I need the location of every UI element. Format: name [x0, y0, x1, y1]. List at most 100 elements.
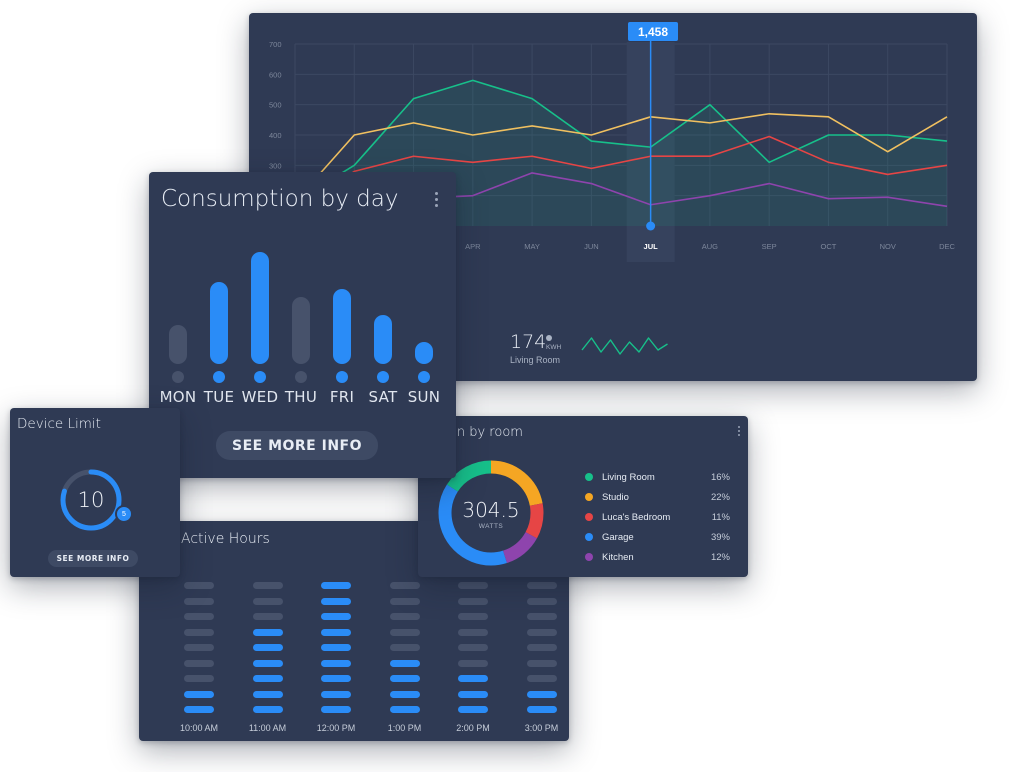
- activity-pill: [321, 675, 351, 682]
- activity-pill: [184, 659, 214, 667]
- hour-label: 10:00 AM: [179, 723, 219, 733]
- device-see-more-button[interactable]: SEE MORE INFO: [48, 550, 138, 567]
- legend-percent: 11%: [711, 511, 730, 523]
- card-title: Consumption by day: [161, 186, 399, 212]
- legend-item[interactable]: Living Room 16%: [585, 469, 730, 485]
- activity-pill: [389, 706, 420, 713]
- activity-pill: [321, 597, 351, 605]
- activity-pill: [184, 582, 214, 589]
- activity-pill: [458, 628, 488, 636]
- legend-color-dot: [585, 473, 593, 481]
- x-tick-label: OCT: [821, 242, 837, 251]
- unit-dot-icon: [546, 335, 552, 341]
- activity-pill: [252, 644, 283, 651]
- activity-pill: [184, 706, 214, 713]
- cursor-value: 1,458: [637, 24, 669, 39]
- y-tick-label: 300: [269, 161, 282, 170]
- legend-percent: 39%: [710, 531, 730, 543]
- line-chart-svg: 700600500400300JANFEBMARAPRMAYJUNJULAUGS…: [269, 40, 955, 262]
- donut-unit: WATTS: [478, 523, 504, 530]
- activity-pill: [184, 675, 214, 682]
- activity-pill: [252, 659, 283, 667]
- y-tick-label: 400: [269, 131, 282, 140]
- activity-pill: [321, 613, 351, 620]
- donut-total: 304.5: [462, 498, 520, 522]
- activity-pill: [252, 706, 283, 713]
- x-tick-label: DEC: [939, 242, 955, 251]
- x-tick-label: NOV: [880, 242, 896, 251]
- day-dot: [418, 371, 430, 383]
- activity-pill: [526, 613, 557, 620]
- device-limit-value: 10: [77, 488, 105, 512]
- activity-pill: [321, 706, 351, 713]
- legend-name: Living Room: [602, 471, 655, 483]
- legend-item[interactable]: Studio 22%: [585, 489, 730, 505]
- chart-cursor-badge[interactable]: 1,458: [628, 22, 678, 41]
- donut-segment: [438, 460, 544, 566]
- activity-pill: [184, 690, 214, 698]
- device-limit-gauge: [60, 469, 122, 531]
- activity-pill: [389, 659, 420, 667]
- device-limit-card: Device Limit 10 5 SEE MORE INFO: [10, 408, 180, 577]
- activity-pill: [184, 613, 214, 620]
- activity-pill: [321, 628, 351, 636]
- legend-item[interactable]: Garage 39%: [585, 529, 730, 545]
- series-line-red: [294, 135, 948, 212]
- hour-label: 1:00 PM: [387, 723, 422, 733]
- activity-pill: [184, 597, 214, 605]
- legend-name: Kitchen: [602, 551, 634, 563]
- day-bar: [210, 282, 228, 364]
- activity-pill: [321, 659, 351, 667]
- day-label: WED: [241, 388, 279, 406]
- green-area: [295, 80, 947, 227]
- donut-segment: [438, 460, 544, 566]
- activity-pill: [389, 628, 420, 636]
- activity-pill: [458, 675, 488, 682]
- activity-pill: [526, 644, 557, 651]
- day-label: SUN: [407, 388, 441, 406]
- hour-label: 11:00 AM: [248, 723, 287, 733]
- see-more-info-button[interactable]: SEE MORE INFO: [216, 431, 378, 460]
- button-label: SEE MORE INFO: [56, 554, 130, 563]
- hour-label: 12:00 PM: [316, 723, 356, 733]
- series-line-yellow: [294, 112, 948, 203]
- legend-name: Garage: [602, 531, 634, 543]
- activity-pill: [184, 644, 214, 651]
- legend-item[interactable]: Kitchen 12%: [585, 549, 730, 565]
- activity-pill: [321, 644, 351, 651]
- sparkline-line: [581, 337, 668, 355]
- day-bar: [333, 289, 351, 364]
- more-options-icon[interactable]: [736, 426, 742, 436]
- x-tick-label: JUL: [644, 242, 659, 251]
- legend-item[interactable]: Luca's Bedroom 11%: [585, 509, 730, 525]
- button-label: SEE MORE INFO: [231, 437, 363, 454]
- device-badge: 5: [115, 505, 133, 523]
- hour-label: 3:00 PM: [524, 723, 559, 733]
- series-line-green: [294, 79, 948, 203]
- activity-pill: [526, 659, 557, 667]
- cursor-dot: [646, 221, 656, 231]
- legend-name: Luca's Bedroom: [602, 511, 671, 523]
- activity-pill: [389, 597, 420, 605]
- x-tick-label: MAY: [524, 242, 540, 251]
- activity-pill: [526, 582, 557, 589]
- sparkline: [581, 337, 668, 355]
- legend-color-dot: [585, 553, 593, 561]
- activity-pill: [252, 582, 283, 589]
- x-tick-label: SEP: [762, 242, 777, 251]
- x-tick-label: AUG: [702, 242, 718, 251]
- legend-percent: 12%: [710, 551, 730, 563]
- x-tick-label: APR: [465, 242, 481, 251]
- activity-pill: [252, 690, 283, 698]
- day-dot: [295, 371, 307, 383]
- day-bar: [374, 315, 392, 364]
- y-tick-label: 700: [269, 40, 282, 49]
- activity-pill: [252, 628, 283, 636]
- activity-pill: [458, 659, 488, 667]
- activity-pill: [526, 690, 557, 698]
- x-tick-label: JUN: [584, 242, 599, 251]
- card-title: Active Hours: [181, 531, 270, 547]
- more-options-icon[interactable]: [433, 192, 439, 207]
- activity-pill: [389, 690, 420, 698]
- day-label: MON: [159, 388, 197, 406]
